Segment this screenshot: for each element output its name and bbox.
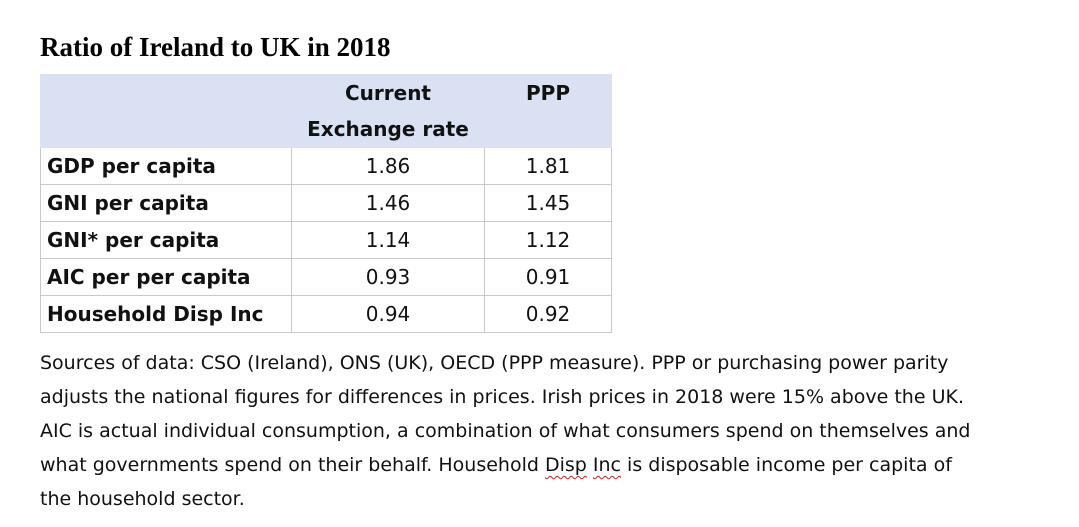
- sources-line: AIC is actual individual consumption, a …: [40, 420, 971, 442]
- exchange-value: 1.14: [291, 221, 485, 259]
- page-title: Ratio of Ireland to UK in 2018: [40, 32, 391, 62]
- ppp-value: 1.12: [484, 221, 612, 259]
- row-label: Household Disp Inc: [40, 295, 292, 333]
- ppp-value: 1.45: [484, 184, 612, 222]
- exchange-value: 0.93: [291, 258, 485, 296]
- exchange-value: 0.94: [291, 295, 485, 333]
- table-row: GNI per capita 1.46 1.45: [40, 184, 612, 222]
- sources-line: what governments spend on their behalf. …: [40, 448, 1070, 482]
- ppp-value: 1.81: [484, 147, 612, 185]
- spellcheck-flagged-word[interactable]: Disp: [544, 454, 587, 476]
- header-ppp: PPP: [484, 74, 612, 148]
- exchange-value: 1.46: [291, 184, 485, 222]
- table-row: Household Disp Inc 0.94 0.92: [40, 295, 612, 333]
- ppp-value: 0.91: [484, 258, 612, 296]
- header-exchange-line1: Current: [344, 81, 431, 105]
- sources-paragraph[interactable]: Sources of data: CSO (Ireland), ONS (UK)…: [40, 346, 1070, 516]
- table-row: GNI* per capita 1.14 1.12: [40, 221, 612, 259]
- sources-line: adjusts the national figures for differe…: [40, 386, 964, 408]
- row-label: GNI* per capita: [40, 221, 292, 259]
- table-header-row: Current Exchange rate PPP: [40, 74, 612, 148]
- sources-text: is disposable income per capita of: [621, 454, 952, 476]
- sources-line: the household sector.: [40, 488, 245, 510]
- exchange-value: 1.86: [291, 147, 485, 185]
- header-label-cell: [40, 74, 292, 148]
- row-label: AIC per per capita: [40, 258, 292, 296]
- sources-line: Sources of data: CSO (Ireland), ONS (UK)…: [40, 352, 949, 374]
- ratio-table: Current Exchange rate PPP GDP per capita…: [40, 74, 612, 333]
- row-label: GNI per capita: [40, 184, 292, 222]
- table-row: GDP per capita 1.86 1.81: [40, 147, 612, 185]
- row-label: GDP per capita: [40, 147, 292, 185]
- ppp-value: 0.92: [484, 295, 612, 333]
- spellcheck-flagged-word[interactable]: Inc: [592, 454, 621, 476]
- table-row: AIC per per capita 0.93 0.91: [40, 258, 612, 296]
- header-current-exchange-rate: Current Exchange rate: [291, 74, 485, 148]
- header-exchange-line2: Exchange rate: [307, 117, 469, 141]
- sources-text: what governments spend on their behalf. …: [40, 454, 545, 476]
